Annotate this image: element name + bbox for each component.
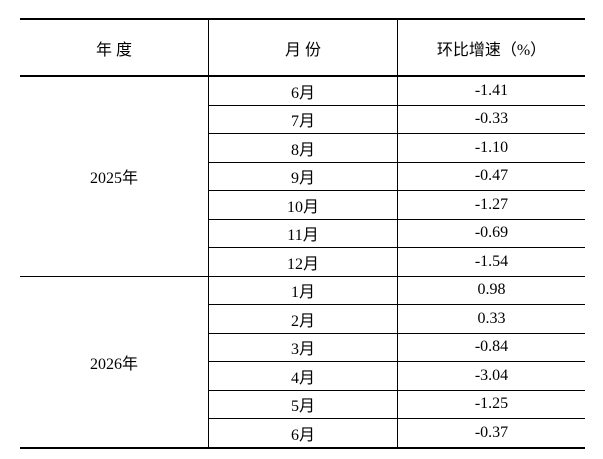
month-cell: 4月 (208, 361, 398, 390)
month-cell: 11月 (208, 218, 398, 248)
value-cell: -0.37 (397, 418, 585, 448)
month-cell: 12月 (208, 247, 398, 276)
month-cell: 5月 (208, 389, 398, 419)
header-cell: 年 度 (20, 19, 209, 77)
value-cell: 0.33 (397, 304, 585, 333)
header-cell: 环比增速（%） (397, 19, 585, 77)
table-row: 3月 -0.84 (20, 332, 585, 362)
header-row: 年 度 月 份 环比增速（%） (20, 19, 585, 77)
month-cell: 7月 (208, 104, 398, 134)
year-cell: 2025年 (89, 170, 138, 188)
table-row: 8月 -1.10 (20, 133, 585, 162)
value-cell: -1.10 (397, 133, 585, 162)
value-cell: -0.33 (397, 104, 585, 134)
data-table: 年 度 月 份 环比增速（%） 2025年 6月 -1.41 7月 -0.33 8月 -1.… (20, 18, 585, 449)
table-row: 2026年 1月 0.98 (20, 275, 585, 448)
value-cell: -1.41 (397, 76, 585, 105)
month-cell: 2月 (208, 304, 398, 333)
table-row: 10月 -1.27 (20, 190, 585, 219)
table-row: 4月 -3.04 (20, 361, 585, 390)
value-cell: -1.54 (397, 247, 585, 276)
value-cell: -3.04 (397, 361, 585, 390)
month-cell: 10月 (208, 190, 398, 219)
month-cell: 3月 (208, 332, 398, 362)
year-cell: 2026年 (20, 275, 209, 448)
value-cell: 0.98 (397, 275, 585, 305)
month-cell: 8月 (208, 133, 398, 162)
value-cell: -0.47 (397, 161, 585, 191)
table-row: 2025年 6月 -1.41 (20, 76, 585, 187)
month-cell: 6月 (208, 76, 398, 105)
month-cell: 1月 (208, 275, 398, 305)
table-row: 12月 -1.54 (20, 247, 585, 276)
table-row: 6月 -0.37 (20, 418, 585, 448)
month-cell: 6月 (208, 418, 398, 448)
table-row: 11月 -0.69 (20, 218, 585, 248)
table-row: 5月 -1.25 (20, 389, 585, 419)
value-cell: -1.25 (397, 389, 585, 419)
table-row: 9月 -0.47 (20, 161, 585, 191)
header-cell: 月 份 (208, 19, 398, 77)
value-cell: -0.69 (397, 218, 585, 248)
month-cell: 9月 (208, 161, 398, 191)
value-cell: -0.84 (397, 332, 585, 362)
value-cell: -1.27 (397, 190, 585, 219)
table-row: 2月 0.33 (20, 304, 585, 333)
table-row: 7月 -0.33 (20, 104, 585, 134)
table-body: 2025年 6月 -1.41 7月 -0.33 8月 -1.10 9月 -0.47 10月 -1.2… (20, 76, 585, 448)
